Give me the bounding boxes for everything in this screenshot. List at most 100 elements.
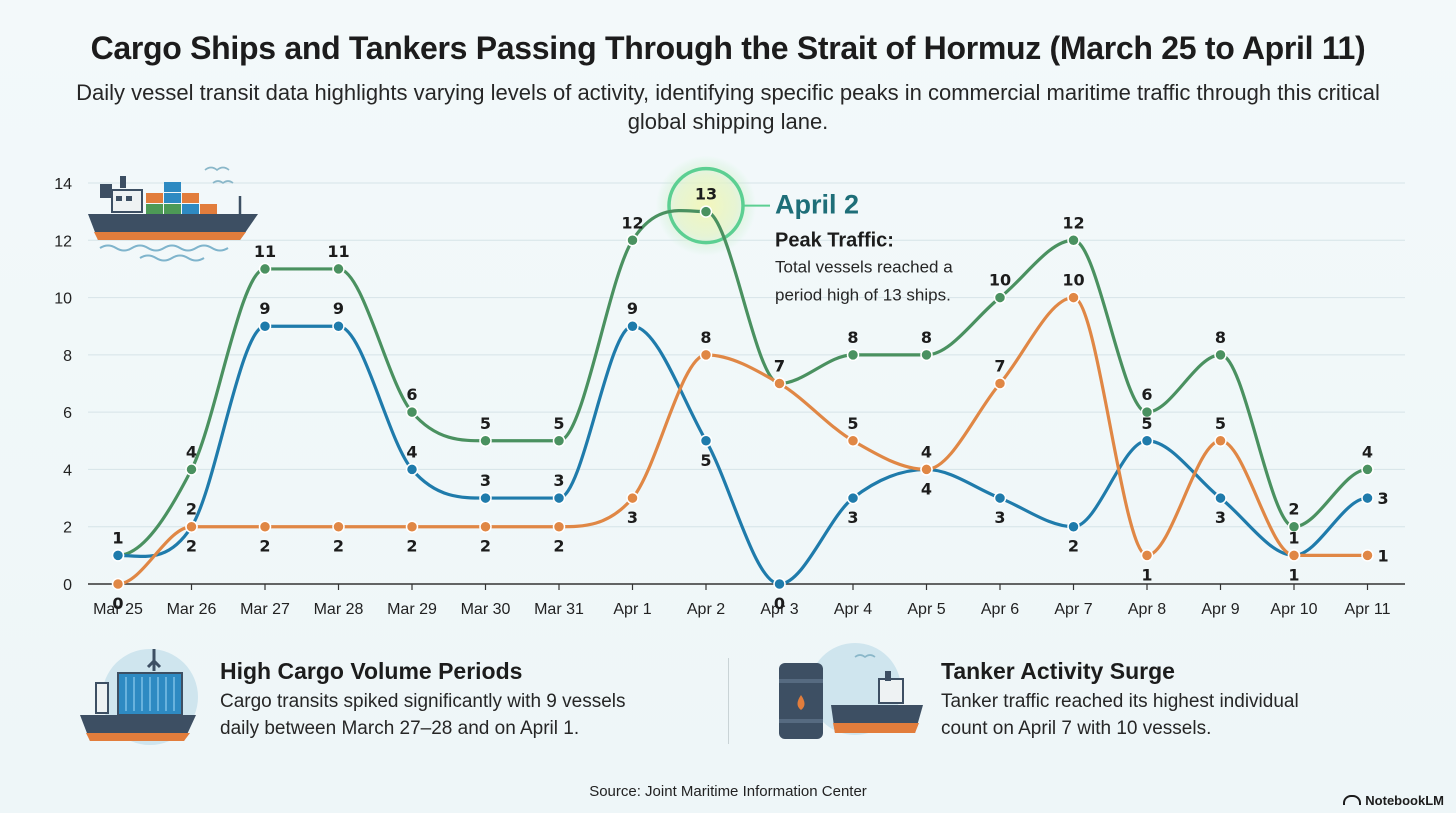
x-tick-label: Mar 29 xyxy=(387,601,437,618)
data-label-total: 13 xyxy=(695,185,717,204)
tanker-panel-text: Tanker traffic reached its highest indiv… xyxy=(941,688,1299,742)
point-tanker xyxy=(773,377,786,390)
x-tick-label: Mar 25 xyxy=(93,601,143,618)
annotation-line-1: Total vessels reached a xyxy=(775,258,953,277)
point-cargo xyxy=(405,463,419,476)
tanker-panel-title: Tanker Activity Surge xyxy=(941,658,1175,684)
data-label-total: 1 xyxy=(112,528,123,547)
point-total xyxy=(1361,463,1374,476)
cargo-panel-line-2: daily between March 27–28 and on April 1… xyxy=(220,718,580,739)
data-label-tanker: 7 xyxy=(994,357,1005,376)
data-label-cargo: 3 xyxy=(1378,489,1389,508)
point-cargo xyxy=(1214,491,1227,505)
data-label-tanker: 1 xyxy=(1141,565,1152,584)
data-label-total: 12 xyxy=(621,213,643,232)
y-tick-label-12: 12 xyxy=(54,233,72,250)
point-cargo xyxy=(332,319,345,333)
point-total xyxy=(405,405,419,419)
x-tick-label: Apr 4 xyxy=(834,601,872,618)
data-label-tanker: 10 xyxy=(1062,271,1084,290)
point-total xyxy=(1067,234,1080,247)
point-total xyxy=(1214,348,1227,362)
data-label-total: 4 xyxy=(1362,442,1373,461)
data-label-total: 6 xyxy=(1141,385,1152,404)
x-tick-label: Apr 9 xyxy=(1201,601,1239,618)
point-cargo xyxy=(1361,491,1374,505)
data-label-tanker: 0 xyxy=(112,594,123,613)
cargo-ship-icon xyxy=(88,166,258,262)
data-label-cargo: 5 xyxy=(700,451,711,470)
data-label-tanker: 8 xyxy=(700,328,711,347)
annotation-date: April 2 xyxy=(775,190,859,220)
series-line-tanker xyxy=(116,295,1370,586)
data-label-tanker: 3 xyxy=(627,508,638,527)
data-label-tanker: 2 xyxy=(259,537,270,556)
data-label-cargo: 9 xyxy=(259,299,270,318)
panel-divider xyxy=(728,658,729,744)
data-label-cargo: 3 xyxy=(553,471,564,490)
data-label-total: 2 xyxy=(1288,500,1299,519)
data-points xyxy=(111,205,1374,591)
x-tick-label: Apr 2 xyxy=(687,601,725,618)
brand-logo: NotebookLM xyxy=(1343,793,1444,808)
point-tanker xyxy=(111,577,125,591)
point-cargo xyxy=(1140,434,1154,448)
point-total xyxy=(626,234,639,247)
x-tick-label: Mar 26 xyxy=(167,601,217,618)
point-tanker xyxy=(185,520,198,533)
data-label-tanker: 1 xyxy=(1378,546,1389,565)
data-label-cargo: 2 xyxy=(1068,537,1079,556)
data-label-total: 11 xyxy=(327,242,349,261)
point-cargo xyxy=(258,319,272,333)
data-label-cargo: 4 xyxy=(406,442,417,461)
container-ship-icon xyxy=(78,645,198,757)
data-label-total: 5 xyxy=(553,414,564,433)
x-tick-label: Apr 5 xyxy=(907,601,945,618)
point-total xyxy=(1287,520,1301,533)
cargo-panel-title: High Cargo Volume Periods xyxy=(220,658,523,684)
y-tick-label-2: 2 xyxy=(63,520,72,537)
x-tick-label: Apr 11 xyxy=(1345,601,1391,618)
y-tick-label-6: 6 xyxy=(63,405,72,422)
data-label-total: 4 xyxy=(186,442,197,461)
point-tanker xyxy=(846,434,860,448)
point-tanker xyxy=(626,491,639,505)
point-total xyxy=(699,205,713,218)
data-labels: 1104221192119264253253212931358707835844… xyxy=(112,185,1388,613)
point-tanker xyxy=(1140,549,1154,562)
point-tanker xyxy=(479,520,492,533)
data-label-total: 8 xyxy=(921,328,932,347)
tanker-panel-line-1: Tanker traffic reached its highest indiv… xyxy=(941,691,1299,712)
point-total xyxy=(920,348,933,362)
point-cargo xyxy=(846,491,860,505)
point-tanker xyxy=(1361,549,1374,562)
data-label-cargo: 9 xyxy=(627,299,638,318)
y-tick-label-10: 10 xyxy=(54,291,72,308)
point-cargo xyxy=(479,491,492,505)
notebooklm-icon xyxy=(1343,795,1362,805)
x-tick-label: Mar 27 xyxy=(240,601,290,618)
data-label-total: 12 xyxy=(1062,213,1084,232)
data-label-total: 8 xyxy=(1215,328,1226,347)
data-label-tanker: 2 xyxy=(553,537,564,556)
data-label-tanker: 2 xyxy=(406,537,417,556)
data-label-cargo: 9 xyxy=(333,299,344,318)
chart-title: Cargo Ships and Tankers Passing Through … xyxy=(90,30,1366,66)
data-label-total: 11 xyxy=(254,242,276,261)
point-tanker xyxy=(1287,549,1301,562)
point-total xyxy=(993,291,1007,304)
grid-lines xyxy=(88,182,1405,528)
point-cargo xyxy=(111,549,125,562)
x-tick-label: Apr 7 xyxy=(1054,601,1092,618)
point-cargo xyxy=(1067,520,1080,533)
data-label-cargo: 1 xyxy=(1288,528,1299,547)
point-cargo xyxy=(626,319,639,333)
y-tick-label-14: 14 xyxy=(54,176,72,193)
tanker-panel-line-2: count on April 7 with 10 vessels. xyxy=(941,718,1212,739)
point-tanker xyxy=(258,520,272,533)
point-tanker xyxy=(405,520,419,533)
data-label-total: 5 xyxy=(480,414,491,433)
data-label-cargo: 3 xyxy=(1215,508,1226,527)
source-note: Source: Joint Maritime Information Cente… xyxy=(589,783,867,800)
